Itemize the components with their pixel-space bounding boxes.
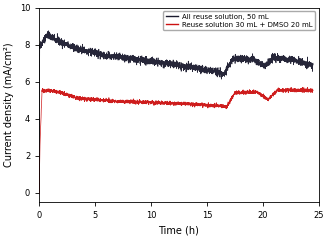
Legend: All reuse solution, 50 mL, Reuse solution 30 mL + DMSO 20 mL: All reuse solution, 50 mL, Reuse solutio… xyxy=(163,11,315,30)
X-axis label: Time (h): Time (h) xyxy=(158,226,199,236)
Y-axis label: Current density (mA/cm²): Current density (mA/cm²) xyxy=(4,43,14,167)
